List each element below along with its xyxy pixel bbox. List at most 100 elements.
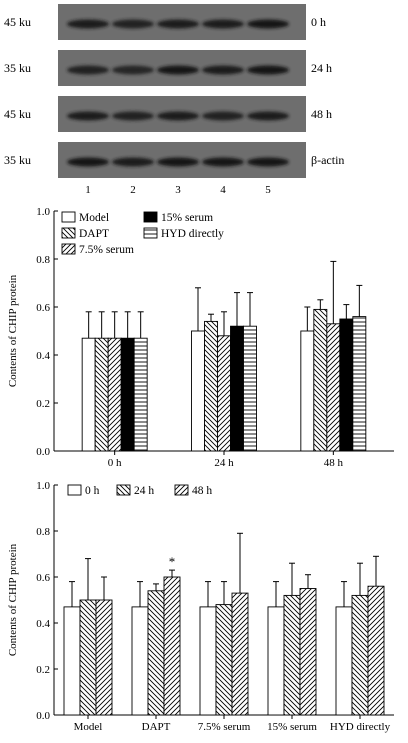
legend-label: 15% serum xyxy=(161,212,213,224)
bar xyxy=(313,308,328,452)
y-tick-label: 0.8 xyxy=(36,254,50,266)
legend-label: 48 h xyxy=(192,485,212,497)
bar xyxy=(299,588,317,716)
y-tick-label: 1.0 xyxy=(36,480,50,492)
blot-band xyxy=(157,157,199,167)
legend-swatch xyxy=(143,211,158,223)
blot-band xyxy=(247,157,289,167)
blot-mw-label: 35 ku xyxy=(4,153,31,167)
bar xyxy=(215,604,233,716)
blot-band xyxy=(157,19,199,29)
blot-band xyxy=(202,157,244,167)
blot-band xyxy=(202,111,244,121)
blot-mw-label: 35 ku xyxy=(4,61,31,75)
blot-band xyxy=(202,19,244,29)
blot-band xyxy=(112,157,154,167)
x-tick-label: 0 h xyxy=(108,457,122,469)
bar xyxy=(191,330,205,452)
blot-row-label: 0 h xyxy=(311,15,326,29)
blot-band xyxy=(67,111,109,121)
blot-row-label: 24 h xyxy=(311,61,332,75)
y-tick-label: 0.2 xyxy=(36,398,50,410)
bar xyxy=(163,576,181,716)
blot-band xyxy=(157,65,199,75)
blot-lane-number: 3 xyxy=(175,184,181,196)
legend-swatch xyxy=(116,484,131,496)
y-tick-label: 0.6 xyxy=(36,572,50,584)
blot-lane-number: 2 xyxy=(130,184,136,196)
x-tick-label: Model xyxy=(74,721,103,733)
bar xyxy=(283,594,301,716)
bar xyxy=(352,316,367,452)
y-tick-label: 0.2 xyxy=(36,664,50,676)
blot-band xyxy=(112,19,154,29)
bar xyxy=(94,337,109,452)
legend-label: HYD directly xyxy=(161,228,224,240)
legend-label: 24 h xyxy=(134,485,154,497)
legend-swatch xyxy=(143,227,158,239)
y-tick-label: 0.0 xyxy=(36,710,50,722)
bar xyxy=(204,320,218,452)
bar xyxy=(63,606,81,716)
bar xyxy=(217,335,231,452)
bar xyxy=(367,585,385,716)
y-axis-title: Contents of CHIP protein xyxy=(7,274,19,387)
blot-lane-number: 4 xyxy=(220,184,226,196)
blot-band xyxy=(67,19,109,29)
legend-swatch xyxy=(174,484,189,496)
bar xyxy=(81,337,96,452)
blot-band xyxy=(202,65,244,75)
y-axis-title: Contents of CHIP protein xyxy=(7,543,19,656)
bar xyxy=(231,592,249,716)
bar xyxy=(326,323,341,452)
bar xyxy=(335,606,353,716)
chart-by-timepoint: 0.0 0.2 0.4 0.6 0.8 1.0 Contents of CHIP prote… xyxy=(7,206,394,469)
y-tick-label: 0.4 xyxy=(36,350,50,362)
legend-label: 0 h xyxy=(85,485,100,497)
bar xyxy=(267,606,285,716)
bar xyxy=(131,606,149,716)
blot-lane-number: 5 xyxy=(265,184,271,196)
bar xyxy=(230,325,244,452)
bar xyxy=(147,590,165,716)
bar xyxy=(95,599,113,716)
legend-swatch xyxy=(61,243,76,255)
blot-band xyxy=(247,19,289,29)
blot-band xyxy=(112,111,154,121)
blot-lane-number: 1 xyxy=(85,184,91,196)
bar xyxy=(120,337,135,452)
blot-band xyxy=(112,65,154,75)
blot-band xyxy=(67,157,109,167)
bar xyxy=(107,337,122,452)
y-tick-label: 0.8 xyxy=(36,526,50,538)
blot-band xyxy=(247,111,289,121)
x-tick-label: 15% serum xyxy=(267,721,317,733)
legend-swatch xyxy=(61,211,76,223)
bar xyxy=(79,599,97,716)
bar xyxy=(351,594,369,716)
legend-swatch xyxy=(61,227,76,239)
x-tick-label: 48 h xyxy=(324,457,344,469)
blot-band xyxy=(157,111,199,121)
x-tick-label: DAPT xyxy=(142,721,171,733)
chart-by-group: 0.0 0.2 0.4 0.6 0.8 1.0 Contents of CHIP prote… xyxy=(7,480,394,733)
x-tick-label: 7.5% serum xyxy=(198,721,251,733)
significance-marker: * xyxy=(169,554,176,569)
bar xyxy=(199,606,217,716)
western-blot-panel: 45 ku 0 h 35 ku 24 h 45 ku 48 h 35 ku β-actin 1 2… xyxy=(4,4,344,196)
legend-label: 7.5% serum xyxy=(79,244,134,256)
legend-swatch xyxy=(67,484,82,496)
bar xyxy=(133,337,148,452)
bar xyxy=(300,330,315,452)
blot-mw-label: 45 ku xyxy=(4,107,31,121)
legend-label: DAPT xyxy=(79,228,109,240)
blot-mw-label: 45 ku xyxy=(4,15,31,29)
blot-row-label: β-actin xyxy=(311,153,344,167)
bar xyxy=(339,318,354,452)
x-tick-label: HYD directly xyxy=(330,721,391,733)
y-tick-label: 0.6 xyxy=(36,302,50,314)
y-tick-label: 0.0 xyxy=(36,446,50,458)
blot-band xyxy=(247,65,289,75)
y-tick-label: 1.0 xyxy=(36,206,50,218)
